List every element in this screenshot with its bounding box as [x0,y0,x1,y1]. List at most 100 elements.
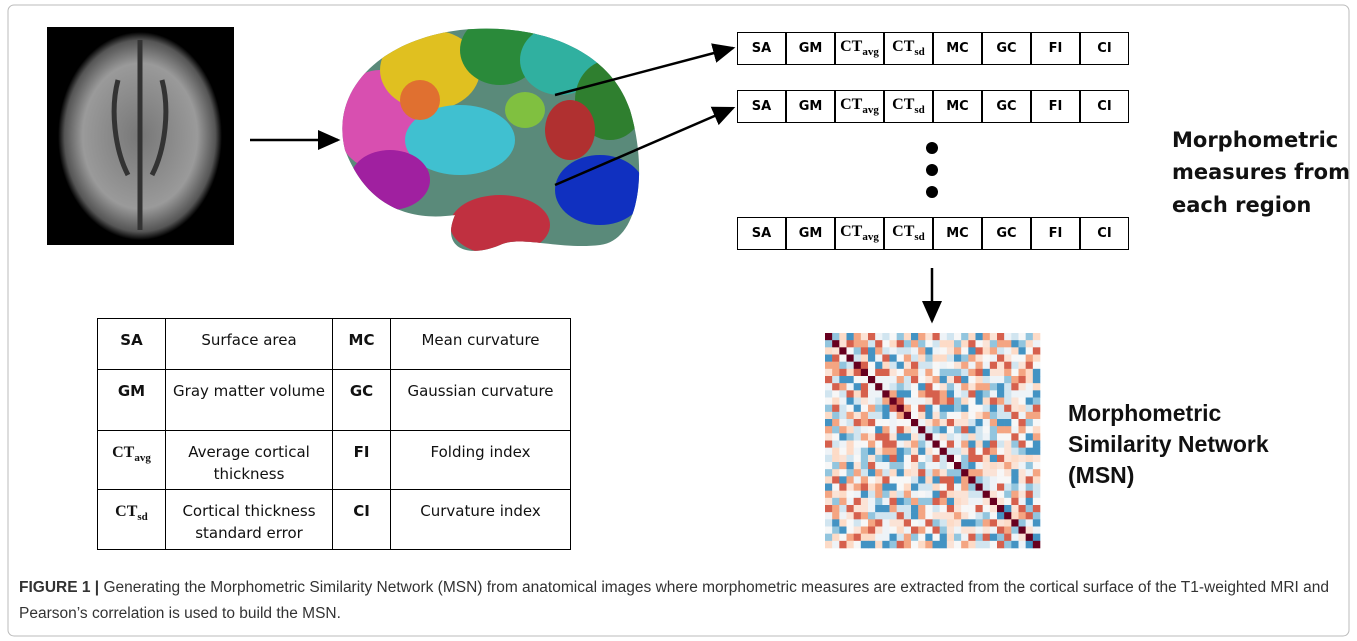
matrix-cell [1033,462,1040,469]
matrix-cell [925,412,932,419]
matrix-cell [832,355,839,362]
matrix-cell [825,484,832,491]
abbr-sub: sd [137,511,147,523]
matrix-cell [882,541,889,548]
abbr-base: CT [892,96,914,113]
matrix-cell [904,412,911,419]
feature-cell: FI [1031,90,1080,123]
matrix-cell [940,484,947,491]
abbr: GC [350,382,373,400]
matrix-cell [983,448,990,455]
matrix-cell [968,347,975,354]
matrix-cell [933,527,940,534]
matrix-cell [854,369,861,376]
matrix-cell [911,390,918,397]
matrix-cell [961,398,968,405]
matrix-cell [933,512,940,519]
matrix-cell [925,433,932,440]
matrix-cell [825,448,832,455]
matrix-cell [947,412,954,419]
matrix-cell [897,426,904,433]
abbr: GM [799,226,823,241]
matrix-cell [947,448,954,455]
matrix-cell [1011,462,1018,469]
matrix-cell [1004,340,1011,347]
matrix-cell [918,441,925,448]
measures-label: measures from [1172,160,1350,184]
matrix-cell [976,355,983,362]
matrix-cell [832,398,839,405]
matrix-cell [897,484,904,491]
matrix-cell [861,527,868,534]
matrix-cell [911,534,918,541]
matrix-cell [825,469,832,476]
matrix-cell [1004,362,1011,369]
legend-abbr: MC [333,319,391,370]
matrix-cell [933,519,940,526]
legend-row: CTavgAverage cortical thicknessFIFolding… [98,431,571,490]
matrix-cell [1033,519,1040,526]
matrix-cell [897,448,904,455]
matrix-cell [961,534,968,541]
matrix-cell [954,333,961,340]
matrix-cell [911,519,918,526]
matrix-cell [918,498,925,505]
matrix-cell [890,541,897,548]
ellipsis-dot [926,186,938,198]
matrix-cell [968,498,975,505]
matrix-cell [904,469,911,476]
matrix-cell [961,355,968,362]
matrix-cell [825,355,832,362]
abbr: FI [1049,99,1063,114]
matrix-cell [933,390,940,397]
matrix-cell [882,419,889,426]
figure: FIGURE 1 | Generating the Morphometric S… [0,0,1357,641]
matrix-cell [882,390,889,397]
matrix-cell [839,441,846,448]
matrix-cell [868,405,875,412]
matrix-cell [997,426,1004,433]
matrix-cell [997,355,1004,362]
matrix-cell [1011,333,1018,340]
feature-cell: SA [737,32,786,65]
matrix-cell [983,355,990,362]
matrix-cell [997,419,1004,426]
matrix-cell [997,448,1004,455]
matrix-cell [868,383,875,390]
matrix-cell [847,369,854,376]
matrix-cell [1004,527,1011,534]
matrix-cell [847,412,854,419]
matrix-cell [854,376,861,383]
matrix-cell [976,405,983,412]
matrix-cell [933,476,940,483]
matrix-cell [1004,519,1011,526]
matrix-cell [890,441,897,448]
matrix-cell [882,534,889,541]
matrix-cell [861,398,868,405]
matrix-cell [890,383,897,390]
feature-cell: SA [737,90,786,123]
feature-cell: GC [982,217,1031,250]
matrix-cell [911,383,918,390]
matrix-cell [976,426,983,433]
matrix-cell [1033,527,1040,534]
matrix-cell [847,405,854,412]
matrix-cell [997,340,1004,347]
matrix-cell [990,369,997,376]
matrix-cell [861,355,868,362]
ellipsis-dot [926,142,938,154]
matrix-cell [990,505,997,512]
matrix-cell [825,527,832,534]
matrix-cell [976,448,983,455]
matrix-cell [976,534,983,541]
matrix-cell [911,441,918,448]
matrix-cell [882,469,889,476]
matrix-cell [875,419,882,426]
matrix-cell [976,362,983,369]
matrix-cell [997,398,1004,405]
matrix-cell [925,519,932,526]
feature-cell: CTsd [884,217,933,250]
matrix-cell [854,505,861,512]
matrix-cell [947,405,954,412]
matrix-cell [897,369,904,376]
